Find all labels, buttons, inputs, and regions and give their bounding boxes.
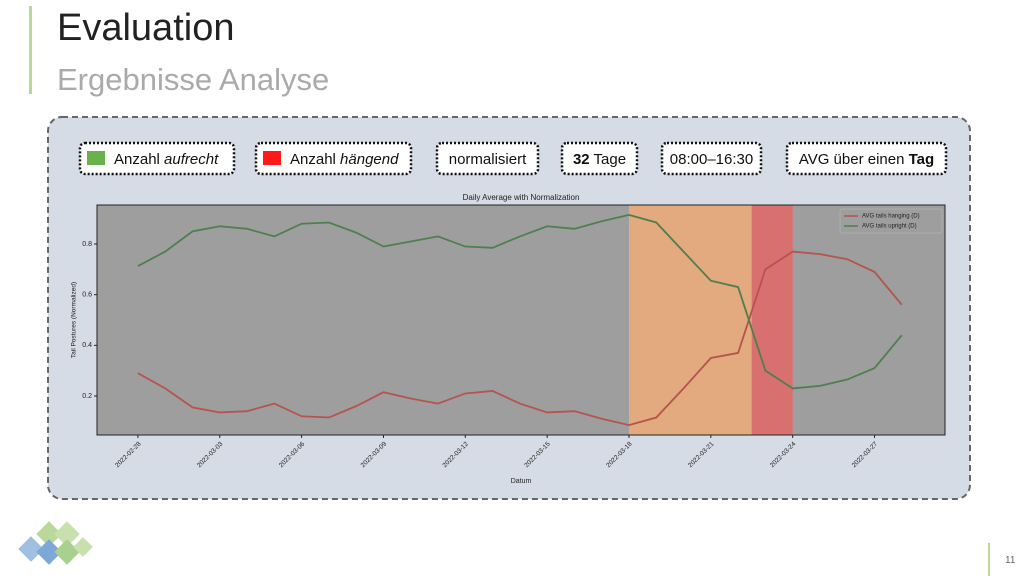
filter-box — [78, 141, 236, 176]
legend-label: AVG tails hanging (D) — [862, 214, 920, 220]
filter-text: normalisiert — [449, 151, 527, 168]
filter-text: Anzahl — [290, 151, 340, 168]
y-tick-label: 0.8 — [82, 241, 92, 248]
slide-subtitle: Ergebnisse Analyse — [57, 62, 329, 97]
plot-background — [97, 205, 945, 435]
highlight-span — [751, 205, 793, 435]
x-axis-label: Datum — [511, 478, 532, 485]
legend-label: AVG tails upright (D) — [862, 224, 917, 230]
series-line — [137, 213, 903, 390]
series-line — [137, 250, 903, 427]
y-tick-label: 0.6 — [82, 292, 92, 299]
filter-label: Anzahl hängend — [290, 151, 399, 168]
y-tick-label: 0.4 — [82, 342, 92, 349]
filter-text: aufrecht — [164, 151, 219, 168]
filter-label: normalisiert — [449, 151, 527, 168]
filter-label: Anzahl aufrecht — [114, 151, 219, 168]
page-number: 11 — [1005, 555, 1016, 566]
filter-label: 32 Tage — [573, 151, 626, 168]
color-swatch — [87, 151, 105, 165]
filter-box — [435, 141, 540, 176]
filter-text: AVG über einen — [799, 151, 909, 168]
filter-text: Anzahl — [114, 151, 164, 168]
accent-bar — [29, 6, 32, 94]
filter-box — [560, 141, 639, 176]
filter-text: 08:00–16:30 — [670, 151, 753, 168]
color-swatch — [263, 151, 281, 165]
filter-box — [785, 141, 948, 176]
filter-label: 08:00–16:30 — [670, 151, 753, 168]
chart-title: Daily Average with Normalization — [463, 193, 580, 202]
filter-box — [254, 141, 413, 176]
y-tick-label: 0.2 — [82, 393, 92, 400]
legend-box — [839, 208, 943, 234]
filter-text: hängend — [340, 151, 399, 168]
highlight-span — [628, 205, 752, 435]
filter-text: Tag — [909, 151, 935, 168]
accent-bar — [988, 543, 990, 576]
logo — [18, 521, 93, 565]
filter-text: 32 — [573, 151, 590, 168]
filter-label: AVG über einen Tag — [799, 151, 934, 168]
plot-frame — [96, 204, 946, 436]
y-axis-label: Tail Postures (Normalized) — [71, 282, 78, 358]
slide-title: Evaluation — [57, 7, 234, 49]
filter-box — [660, 141, 763, 176]
filter-text: Tage — [590, 151, 626, 168]
